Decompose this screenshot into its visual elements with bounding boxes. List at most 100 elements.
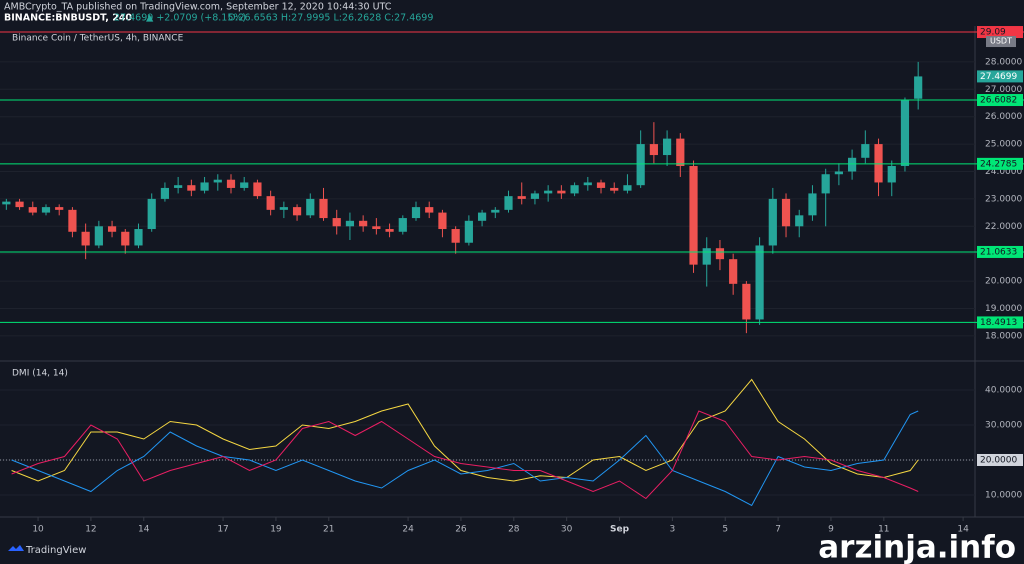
logo-icon xyxy=(8,545,24,551)
candle-body xyxy=(292,207,302,216)
candle-body xyxy=(81,231,90,246)
candle-body xyxy=(94,226,103,246)
candle-body xyxy=(517,196,526,199)
candle-body xyxy=(689,166,698,265)
chart-title: Binance Coin / TetherUS, 4h, BINANCE xyxy=(12,34,184,44)
symbol: BINANCE:BNBUSDT, 240 xyxy=(4,13,132,24)
candle-body xyxy=(2,201,11,205)
candle-body xyxy=(279,207,288,210)
candle-body xyxy=(795,215,804,227)
level-label-bg xyxy=(977,316,1023,329)
candle-body xyxy=(887,166,896,183)
level-label-bg xyxy=(977,26,1023,39)
level-label-bg xyxy=(977,453,1023,466)
level-label: 29.09 xyxy=(980,28,1006,38)
candle-body xyxy=(253,182,262,197)
candle-body xyxy=(438,212,447,230)
candle-body xyxy=(821,174,830,194)
watermark: arzinja.info xyxy=(818,530,1016,564)
candle-body xyxy=(676,138,685,167)
candle-body xyxy=(636,144,645,186)
header-price: 27.4699 xyxy=(114,13,153,24)
level-label-bg xyxy=(977,94,1023,107)
candle-body xyxy=(107,226,117,232)
candle-body xyxy=(477,212,487,221)
candle-body xyxy=(385,229,394,232)
level-label-bg xyxy=(977,157,1023,170)
candle-body xyxy=(147,198,156,230)
y-tick-label: 25.0000 xyxy=(985,140,1022,150)
level-label: 18.4913 xyxy=(980,318,1017,328)
header-change: ▲ +2.0709 (+8.15%) xyxy=(146,13,246,24)
y-tick-label: 24.0000 xyxy=(985,167,1022,177)
level-label: 24.2785 xyxy=(980,159,1017,169)
candle-body xyxy=(742,283,751,320)
x-tick-label: 26 xyxy=(455,525,467,535)
y-tick-label: 19.0000 xyxy=(985,304,1022,314)
x-tick-label: 5 xyxy=(722,525,728,535)
candle-body xyxy=(755,245,764,320)
candle-body xyxy=(662,138,672,156)
currency-label-bg xyxy=(986,36,1016,48)
level-label: 26.6082 xyxy=(980,96,1017,106)
y-tick-label: 20.0000 xyxy=(985,277,1022,287)
candle-body xyxy=(68,209,77,232)
dmi-line xyxy=(11,410,919,507)
candle-body xyxy=(504,196,513,210)
candle-body xyxy=(240,182,249,188)
x-tick-label: 24 xyxy=(402,525,414,535)
candle-body xyxy=(41,207,51,213)
x-tick-label: 9 xyxy=(828,525,834,535)
y-tick-label: 28.0000 xyxy=(985,57,1022,67)
candle-body xyxy=(874,144,883,183)
candle-body xyxy=(359,220,368,227)
candle-body xyxy=(623,185,632,191)
candle-body xyxy=(15,201,24,208)
x-tick-label: 21 xyxy=(323,525,334,535)
x-tick-label: 3 xyxy=(670,525,676,535)
candle-body xyxy=(610,187,619,191)
candle-body xyxy=(900,100,910,167)
x-tick-label: Sep xyxy=(610,525,630,535)
candle-body xyxy=(55,207,64,210)
candle-body xyxy=(768,198,777,246)
candle-body xyxy=(372,226,381,230)
last-price-label: 27.4699 xyxy=(980,72,1017,82)
last-price-bg xyxy=(977,70,1023,83)
candle-body xyxy=(781,198,791,227)
x-tick-label: 14 xyxy=(957,525,969,535)
x-tick-label: 30 xyxy=(561,525,573,535)
candle-body xyxy=(596,182,606,188)
y-tick-label: 30.0000 xyxy=(985,420,1022,430)
candle-body xyxy=(702,248,711,265)
candle-body xyxy=(861,144,870,158)
candle-body xyxy=(187,185,196,191)
candle-body xyxy=(213,179,222,183)
indicator-title: DMI (14, 14) xyxy=(12,369,68,379)
candle-body xyxy=(425,207,434,213)
candle-body xyxy=(226,179,236,188)
candle-body xyxy=(715,248,725,260)
candle-body xyxy=(319,198,328,219)
y-tick-label: 27.0000 xyxy=(985,85,1022,95)
x-tick-label: 17 xyxy=(217,525,228,535)
candle-body xyxy=(570,185,579,194)
candle-body xyxy=(464,220,473,243)
candle-body xyxy=(491,209,500,213)
candle-body xyxy=(729,259,738,284)
candle-body xyxy=(332,218,341,227)
dmi-line xyxy=(11,410,919,500)
level-label: 21.0633 xyxy=(980,247,1017,257)
candle-body xyxy=(306,198,315,216)
x-tick-label: 14 xyxy=(138,525,150,535)
candle-body xyxy=(121,231,130,246)
candle-body xyxy=(544,190,553,194)
candle-body xyxy=(649,144,658,156)
level-label-bg xyxy=(977,245,1023,258)
candle-body xyxy=(398,218,407,232)
logo-text: TradingView xyxy=(25,545,86,556)
published-line: AMBCrypto_TA published on TradingView.co… xyxy=(4,2,392,13)
candle-body xyxy=(411,207,421,219)
candle-body xyxy=(266,196,275,210)
